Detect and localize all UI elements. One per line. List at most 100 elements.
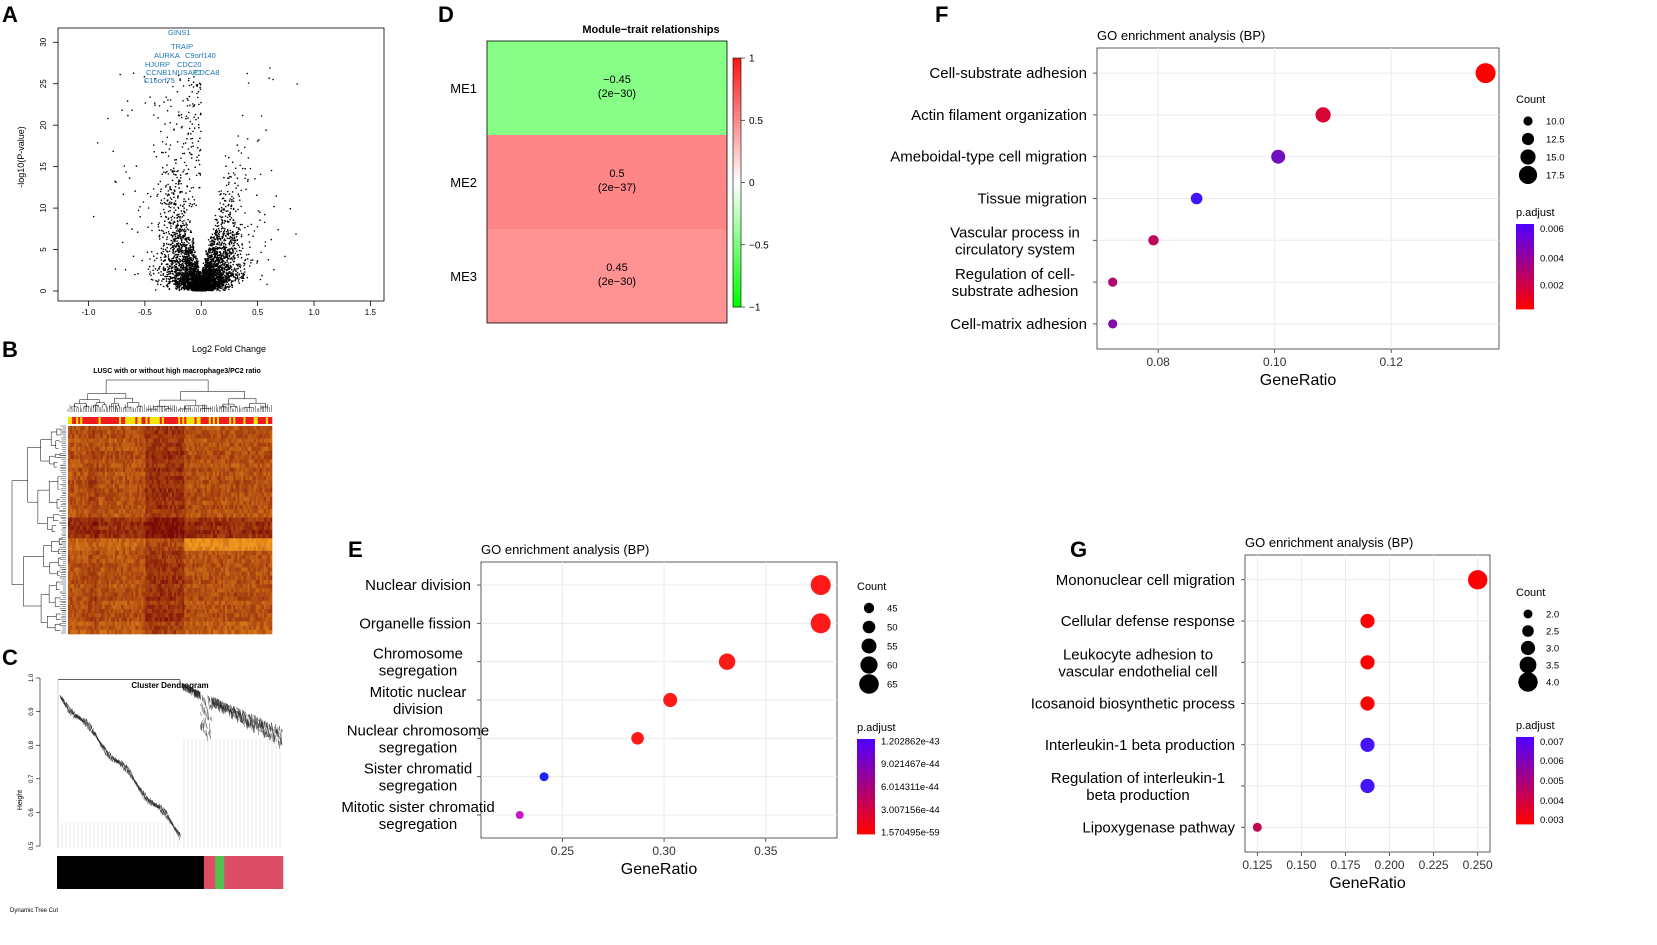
heatmap-cell — [84, 426, 87, 431]
gene-point — [167, 273, 170, 275]
gene-point — [183, 220, 185, 222]
gene-point — [229, 235, 232, 238]
gene-point — [244, 212, 246, 214]
gene-point — [224, 252, 226, 255]
gene-point — [244, 263, 246, 265]
heatmap-cell — [100, 434, 103, 439]
gene-point — [163, 101, 165, 103]
gene-point — [181, 216, 184, 218]
gene-point — [167, 256, 170, 258]
gene-point — [218, 190, 220, 193]
gene-point — [182, 85, 185, 87]
gene-point — [191, 153, 193, 156]
gene-point — [141, 259, 143, 262]
heatmap-cell — [218, 430, 222, 435]
heatmap-cell — [255, 430, 259, 435]
gene-point — [234, 239, 237, 242]
gene-point — [167, 190, 170, 192]
heatmap-cell — [241, 426, 244, 431]
gene-point — [182, 100, 184, 102]
gene-point — [236, 233, 239, 235]
gene-point — [187, 132, 190, 134]
gene-point — [178, 234, 181, 236]
gene-point — [179, 219, 181, 222]
gene-point — [202, 266, 205, 269]
gene-point — [200, 112, 202, 115]
heatmap-cell — [112, 426, 116, 431]
gene-point — [139, 206, 141, 208]
gene-point — [193, 199, 196, 201]
heatmap-cell — [137, 430, 140, 435]
heatmap-cell — [188, 430, 191, 435]
heatmap-cell — [139, 430, 142, 435]
gene-point — [225, 276, 227, 279]
gene-point — [176, 278, 179, 280]
gene-point — [226, 261, 228, 263]
gene-point — [212, 246, 215, 249]
gene-point — [161, 166, 164, 169]
gene-point — [193, 202, 196, 205]
gene-point — [171, 234, 174, 237]
gene-point — [190, 273, 193, 276]
heatmap-cell — [143, 426, 146, 431]
group-cell — [172, 417, 175, 424]
gene-point — [204, 272, 206, 275]
heatmap-cell — [145, 430, 148, 435]
gene-point — [154, 268, 157, 270]
gene-point — [178, 283, 181, 286]
gene-point — [199, 113, 202, 116]
gene-point — [150, 278, 153, 281]
gene-point — [182, 214, 185, 217]
gene-point — [177, 261, 179, 264]
heatmap-cell — [257, 430, 261, 435]
group-cell — [129, 417, 132, 424]
gene-point — [177, 207, 180, 210]
gene-point — [228, 200, 231, 202]
volcano-gene-labels: GINS1 TRAIP AURKA C9orf140 HJURP CDC20 C… — [144, 28, 219, 85]
group-cell — [80, 417, 83, 424]
gene-point — [182, 205, 184, 207]
gene-point — [172, 250, 174, 253]
gene-point — [204, 264, 206, 267]
gene-point — [152, 144, 155, 146]
gene-point — [173, 170, 176, 172]
gene-point — [164, 255, 167, 257]
heatmap-cell — [133, 430, 136, 435]
gene-point — [207, 258, 210, 261]
group-cell — [131, 417, 134, 424]
gene-point — [195, 174, 198, 177]
gene-point — [214, 287, 216, 290]
gene-point — [225, 205, 227, 208]
gene-point — [232, 263, 234, 266]
group-cell — [119, 417, 122, 424]
gene-point — [191, 203, 194, 206]
group-cell — [225, 417, 228, 424]
gene-point — [190, 133, 192, 135]
gene-point — [221, 266, 223, 269]
gene-point — [164, 202, 167, 205]
group-cell — [186, 417, 189, 424]
gene-point — [186, 97, 188, 100]
group-cell — [237, 417, 240, 424]
gene-point — [207, 239, 210, 241]
gene-point — [215, 272, 218, 275]
heatmap-cell — [170, 430, 173, 435]
heatmap-cell — [157, 426, 161, 431]
gene-point — [216, 234, 218, 237]
gene-point — [186, 137, 188, 140]
heatmap-cell — [98, 434, 101, 439]
heatmap-cell — [125, 430, 128, 435]
heatmap-cell — [229, 426, 232, 431]
gene-point — [161, 141, 164, 143]
gene-point — [231, 195, 233, 198]
gene-point — [197, 159, 200, 162]
gene-point — [188, 127, 191, 130]
gene-point — [220, 228, 223, 230]
gene-point — [163, 224, 166, 226]
gene-point — [220, 277, 223, 279]
heatmap-cell — [235, 430, 238, 435]
gene-point — [204, 288, 206, 290]
gene-point — [223, 238, 226, 240]
gene-point — [228, 181, 230, 184]
gene-point — [243, 268, 246, 270]
